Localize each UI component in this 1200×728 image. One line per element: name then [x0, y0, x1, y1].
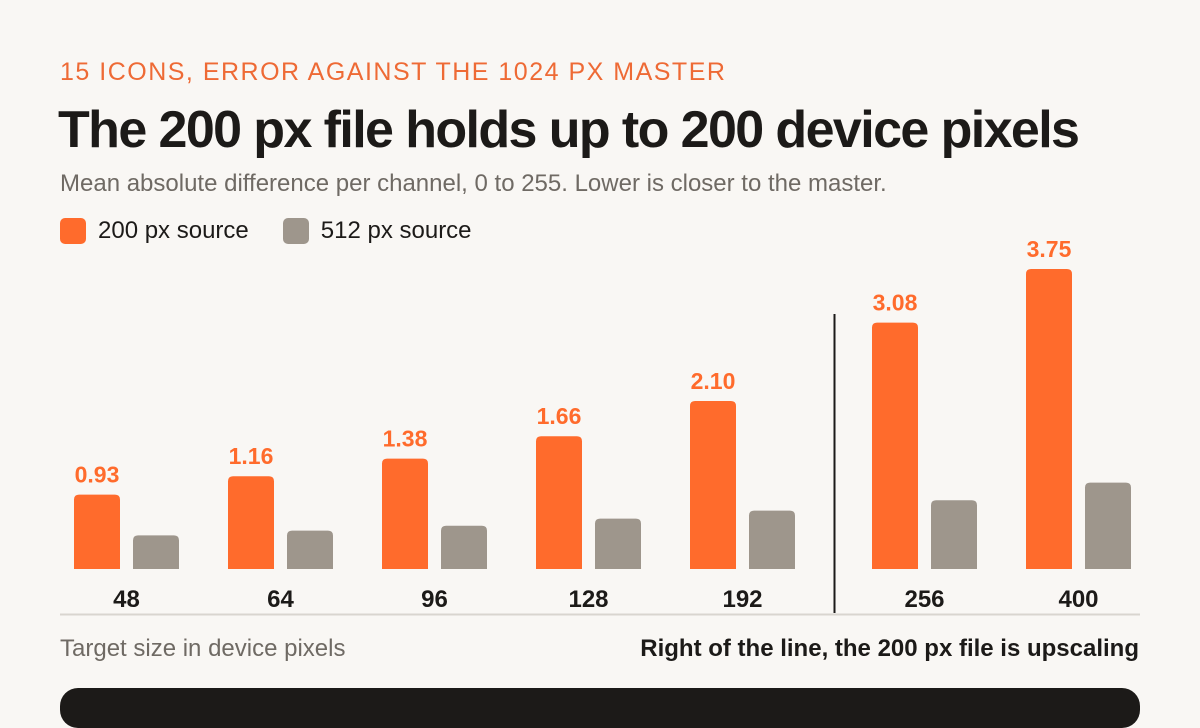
bar-48-series-1: [74, 494, 120, 569]
bar-192-series-1: [690, 401, 736, 569]
bar-64-series-1: [228, 476, 274, 569]
tick-label-96: 96: [421, 586, 448, 613]
x-axis-title: Target size in device pixels: [60, 635, 346, 662]
legend-label-512px: 512 px source: [320, 217, 472, 244]
tick-label-400: 400: [1058, 586, 1098, 613]
legend-swatch-200px: [60, 218, 86, 244]
bar-400-series-1: [1026, 269, 1072, 569]
bar-chart: 0.93 48 1.16 64 1.38 96 1.66 128 2.10 192 3.08 256 3…: [60, 236, 1140, 616]
upscaling-note: Right of the line, the 200 px file is up…: [640, 635, 1139, 662]
bar-256-series-2: [931, 500, 977, 569]
bar-128-series-1: [536, 436, 582, 569]
tick-label-128: 128: [568, 586, 608, 613]
bar-96-series-1: [382, 458, 428, 569]
bar-48-series-2: [133, 535, 179, 569]
data-label-96: 1.38: [383, 426, 428, 452]
bar-128-series-2: [595, 518, 641, 569]
data-label-64: 1.16: [229, 443, 274, 469]
bottom-bar: [60, 688, 1140, 728]
tick-label-256: 256: [904, 586, 944, 613]
data-label-48: 0.93: [75, 462, 120, 488]
eyebrow-label: 15 ICONS, ERROR AGAINST THE 1024 PX MAST…: [60, 58, 727, 86]
chart-title: The 200 px file holds up to 200 device p…: [58, 101, 1080, 159]
bar-64-series-2: [287, 530, 333, 569]
data-label-400: 3.75: [1027, 236, 1072, 262]
data-label-128: 1.66: [537, 403, 582, 429]
legend-swatch-512px: [282, 218, 309, 244]
tick-label-192: 192: [722, 586, 762, 613]
tick-label-48: 48: [113, 586, 140, 613]
data-label-192: 2.10: [691, 368, 736, 394]
legend-label-200px: 200 px source: [98, 217, 249, 244]
legend: 200 px source 512 px source: [60, 217, 472, 245]
data-label-256: 3.08: [873, 290, 918, 316]
bar-400-series-2: [1085, 482, 1131, 569]
bar-256-series-1: [872, 322, 918, 569]
legend-item-200px: 200 px source: [60, 217, 249, 245]
bar-192-series-2: [749, 510, 795, 569]
bar-96-series-2: [441, 525, 487, 569]
tick-label-64: 64: [267, 586, 294, 613]
chart-subtitle: Mean absolute difference per channel, 0 …: [60, 170, 887, 197]
legend-item-512px: 512 px source: [282, 217, 472, 245]
